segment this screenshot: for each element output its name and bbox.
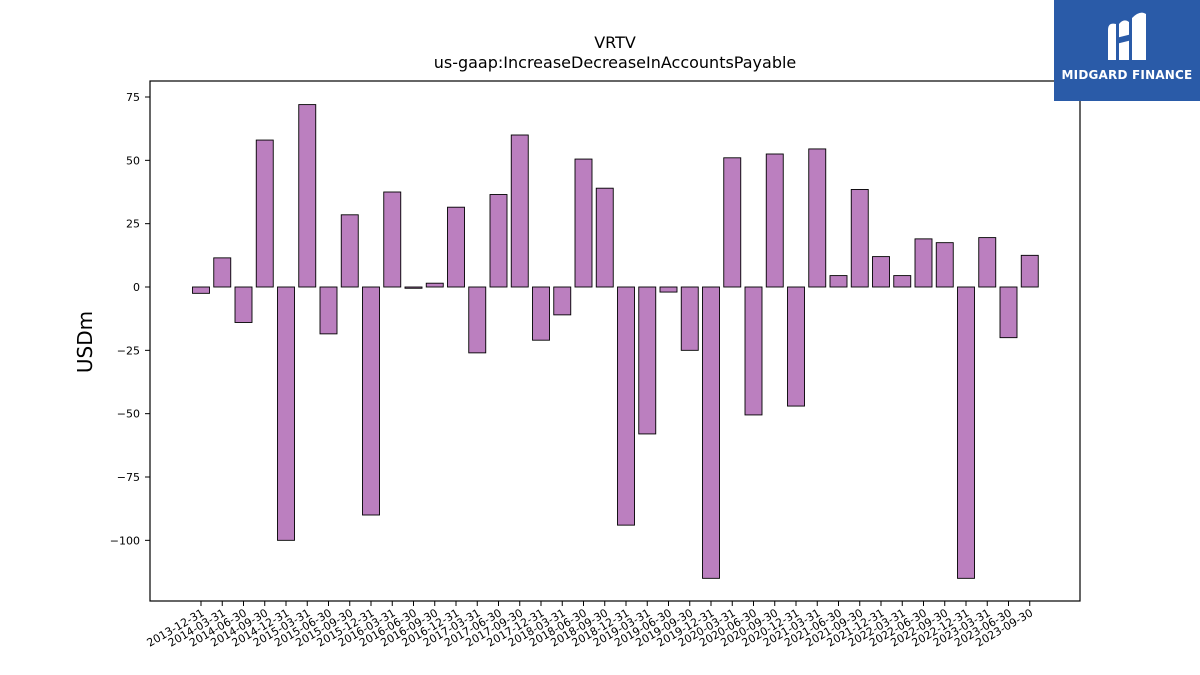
bar-2020-09-30: [765, 153, 784, 288]
bar-2016-09-30: [425, 282, 444, 288]
bar-2020-06-30: [744, 286, 763, 416]
bar-2018-06-30: [574, 158, 593, 288]
y-tick-label: −50: [117, 408, 140, 421]
bar-2013-12-31: [192, 286, 210, 294]
y-tick-label: −25: [117, 344, 140, 357]
bar-2014-03-31: [213, 257, 232, 288]
bar-2014-09-30: [255, 139, 274, 288]
bar-2018-03-31: [553, 286, 572, 316]
bar-2022-09-30: [935, 242, 954, 288]
bar-2022-03-31: [893, 275, 912, 288]
y-tick-label: 0: [133, 281, 140, 294]
x-axis: 2013-12-312014-03-312014-06-302014-09-30…: [145, 601, 1035, 650]
y-axis-label: USDm: [73, 311, 97, 373]
brand-logo: MIDGARD FINANCE: [1054, 0, 1200, 101]
y-tick-label: −75: [117, 471, 140, 484]
bar-2023-06-30: [999, 286, 1018, 339]
bar-2016-03-31: [383, 191, 402, 288]
bar-2015-03-31: [298, 104, 317, 288]
logo-text: MIDGARD FINANCE: [1061, 68, 1193, 82]
bar-2020-03-31: [723, 157, 742, 288]
bar-2016-06-30: [404, 286, 423, 289]
bar-2022-06-30: [914, 238, 933, 288]
bar-2023-03-31: [978, 237, 997, 288]
bar-2021-06-30: [829, 275, 848, 288]
bar-2018-09-30: [595, 187, 614, 288]
bar-2017-12-31: [532, 286, 550, 341]
bar-2019-09-30: [680, 286, 699, 351]
bar-2019-03-31: [638, 286, 657, 435]
bar-2019-12-31: [702, 286, 720, 579]
bar-2016-12-31: [447, 206, 465, 288]
bar-2021-03-31: [808, 148, 827, 288]
bar-2021-09-30: [850, 189, 869, 288]
bar-2022-12-31: [957, 286, 975, 579]
chart-title: VRTV: [594, 33, 636, 52]
bar-2020-12-31: [787, 286, 805, 407]
bar-2019-06-30: [659, 286, 678, 293]
y-tick-label: −100: [110, 534, 140, 547]
y-tick-label: 50: [126, 154, 140, 167]
bar-2015-12-31: [362, 286, 380, 516]
bar-2015-06-30: [319, 286, 338, 335]
chart-subtitle: us-gaap:IncreaseDecreaseInAccountsPayabl…: [434, 53, 797, 72]
y-tick-label: 25: [126, 218, 140, 231]
bar-2017-03-31: [468, 286, 487, 354]
bars: [192, 104, 1039, 579]
bar-2017-09-30: [510, 134, 529, 288]
bar-2018-12-31: [617, 286, 635, 526]
y-axis: 75 50 25 0 −25 −50 −75 −100: [110, 91, 150, 547]
logo-mark-icon: [1108, 12, 1146, 61]
bar-2021-12-31: [872, 256, 890, 288]
bar-2015-09-30: [340, 214, 359, 288]
plot-frame: [149, 80, 1081, 602]
y-tick-label: 75: [126, 91, 140, 104]
bar-2017-06-30: [489, 194, 508, 288]
bar-2014-06-30: [234, 286, 253, 323]
bar-2014-12-31: [277, 286, 295, 541]
bar-2023-09-30: [1020, 254, 1039, 288]
